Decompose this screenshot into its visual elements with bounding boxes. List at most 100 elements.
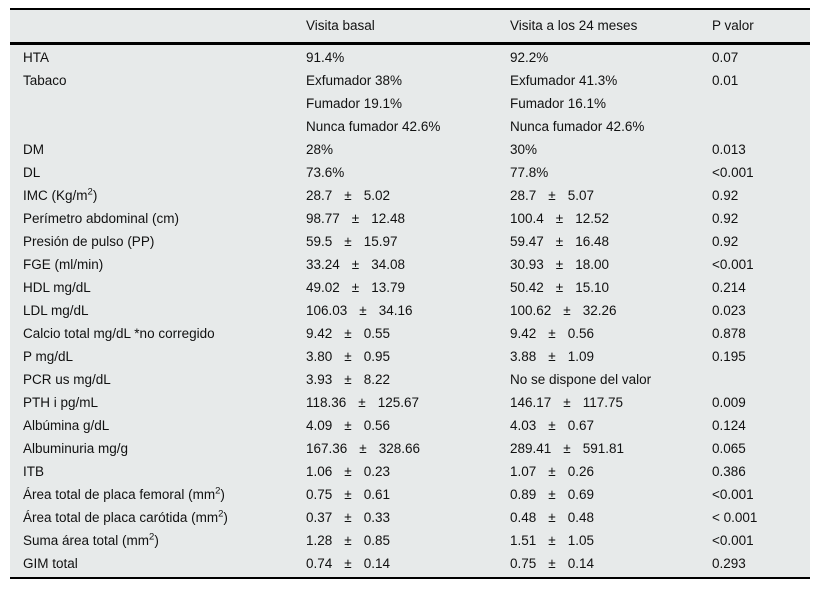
plus-minus-symbol: ± [344,486,352,502]
cell-visita-basal: 33.24 ±34.08 [306,256,406,272]
table-row: Suma área total (mm2) 1.28 ±0.85 1.51 ±1.0… [10,529,810,552]
table-row: Perímetro abdominal (cm) 98.77 ±12.48 100… [10,207,810,230]
cell-visita-24-meses: 50.42 ±15.10 [510,279,610,295]
cell-p-valor: < 0.001 [712,509,758,525]
table-row: PCR us mg/dL 3.93 ±8.22 No se dispone del… [10,368,810,391]
row-label: Perímetro abdominal (cm) [23,210,180,226]
column-header-visita-24-meses: Visita a los 24 meses [510,18,638,34]
plus-minus-symbol: ± [563,440,571,456]
cell-visita-basal: 4.09 ±0.56 [306,417,390,433]
plus-minus-symbol: ± [344,463,352,479]
cell-p-valor: <0.001 [712,532,754,548]
row-label: PTH i pg/mL [23,394,99,410]
cell-visita-24-meses: 9.42 ±0.56 [510,325,594,341]
row-label: PCR us mg/dL [23,371,111,387]
cell-visita-24-meses: 0.75 ±0.14 [510,555,594,571]
plus-minus-symbol: ± [344,509,352,525]
plus-minus-symbol: ± [555,210,564,226]
row-label: Albuminuria mg/g [23,440,129,456]
plus-minus-symbol: ± [548,509,556,525]
plus-minus-symbol: ± [344,187,352,203]
table-row: Albúmina g/dL 4.09 ±0.56 4.03 ±0.67 0.124 [10,414,810,437]
plus-minus-symbol: ± [555,256,564,272]
table-header-row: Visita basal Visita a los 24 meses P val… [10,10,810,45]
cell-visita-basal: Fumador 19.1% [306,95,403,111]
cell-visita-basal: 98.77 ±12.48 [306,210,406,226]
table-row: DL 73.6% 77.8% <0.001 [10,161,810,184]
cell-p-valor: 0.195 [712,348,746,364]
cell-visita-basal: 3.93 ±8.22 [306,371,390,387]
row-label: HTA [23,49,49,65]
cell-visita-basal: 91.4% [306,49,345,65]
table-row: ITB 1.06 ±0.23 1.07 ±0.26 0.386 [10,460,810,483]
table-body: HTA 91.4% 92.2% 0.07 Tabaco Exfumador 38… [10,45,810,577]
cell-visita-24-meses: Nunca fumador 42.6% [510,118,645,134]
table-row: LDL mg/dL 106.03 ±34.16 100.62 ±32.26 0.02… [10,299,810,322]
plus-minus-symbol: ± [359,440,367,456]
plus-minus-symbol: ± [548,325,556,341]
table-row: Nunca fumador 42.6% Nunca fumador 42.6% [10,115,810,138]
row-label: Albúmina g/dL [23,417,110,433]
plus-minus-symbol: ± [563,394,571,410]
cell-visita-24-meses: 289.41 ±591.81 [510,440,625,456]
plus-minus-symbol: ± [351,210,360,226]
plus-minus-symbol: ± [344,532,352,548]
cell-visita-basal: 28% [306,141,334,157]
cell-p-valor: 0.878 [712,325,746,341]
cell-visita-24-meses: 1.07 ±0.26 [510,463,594,479]
cell-visita-24-meses: 146.17 ±117.75 [510,394,624,410]
cell-visita-24-meses: 30% [510,141,538,157]
cell-visita-basal: 3.80 ±0.95 [306,348,390,364]
row-label: Presión de pulso (PP) [23,233,155,249]
table-row: Fumador 19.1% Fumador 16.1% [10,92,810,115]
column-header-p-valor: P valor [712,18,754,34]
cell-visita-24-meses: 92.2% [510,49,549,65]
cell-visita-basal: 1.06 ±0.23 [306,463,390,479]
cell-visita-basal: 28.7 ±5.02 [306,187,390,203]
cell-visita-basal: 167.36 ±328.66 [306,440,421,456]
row-label: DM [23,141,44,157]
plus-minus-symbol: ± [344,233,352,249]
table-row: Calcio total mg/dL *no corregido 9.42 ±0.… [10,322,810,345]
cell-visita-basal: 0.37 ±0.33 [306,509,390,525]
plus-minus-symbol: ± [548,348,556,364]
clinical-results-table: Visita basal Visita a los 24 meses P val… [10,8,810,579]
plus-minus-symbol: ± [344,325,352,341]
cell-visita-basal: 49.02 ±13.79 [306,279,406,295]
cell-visita-24-meses: 59.47 ±16.48 [510,233,610,249]
plus-minus-symbol: ± [563,302,571,318]
row-label: LDL mg/dL [23,302,89,318]
table-row: Presión de pulso (PP) 59.5 ±15.97 59.47 ±1… [10,230,810,253]
cell-p-valor: 0.293 [712,555,746,571]
cell-visita-basal: 9.42 ±0.55 [306,325,390,341]
cell-p-valor: <0.001 [712,256,754,272]
plus-minus-symbol: ± [344,348,352,364]
row-label: Tabaco [23,72,67,88]
plus-minus-symbol: ± [555,233,564,249]
plus-minus-symbol: ± [359,302,367,318]
row-label: P mg/dL [23,348,74,364]
cell-p-valor: 0.92 [712,187,739,203]
cell-visita-basal: 1.28 ±0.85 [306,532,390,548]
cell-visita-24-meses: Exfumador 41.3% [510,72,618,88]
plus-minus-symbol: ± [351,256,360,272]
plus-minus-symbol: ± [548,187,556,203]
row-label: Área total de placa femoral (mm2) [23,485,225,502]
cell-visita-basal: Nunca fumador 42.6% [306,118,441,134]
table-row: Área total de placa femoral (mm2) 0.75 ±0… [10,483,810,506]
plus-minus-symbol: ± [548,417,556,433]
cell-visita-24-meses: 3.88 ±1.09 [510,348,594,364]
cell-visita-24-meses: 77.8% [510,164,549,180]
plus-minus-symbol: ± [358,394,366,410]
plus-minus-symbol: ± [344,555,352,571]
table-row: P mg/dL 3.80 ±0.95 3.88 ±1.09 0.195 [10,345,810,368]
row-label: Suma área total (mm2) [23,531,159,548]
table-row: Área total de placa carótida (mm2) 0.37 ±… [10,506,810,529]
cell-visita-basal: 0.74 ±0.14 [306,555,390,571]
cell-p-valor: 0.07 [712,49,739,65]
cell-p-valor: 0.92 [712,233,739,249]
table-row: HTA 91.4% 92.2% 0.07 [10,46,810,69]
table-row: FGE (ml/min) 33.24 ±34.08 30.93 ±18.00 <0.… [10,253,810,276]
cell-visita-24-meses: 100.62 ±32.26 [510,302,617,318]
